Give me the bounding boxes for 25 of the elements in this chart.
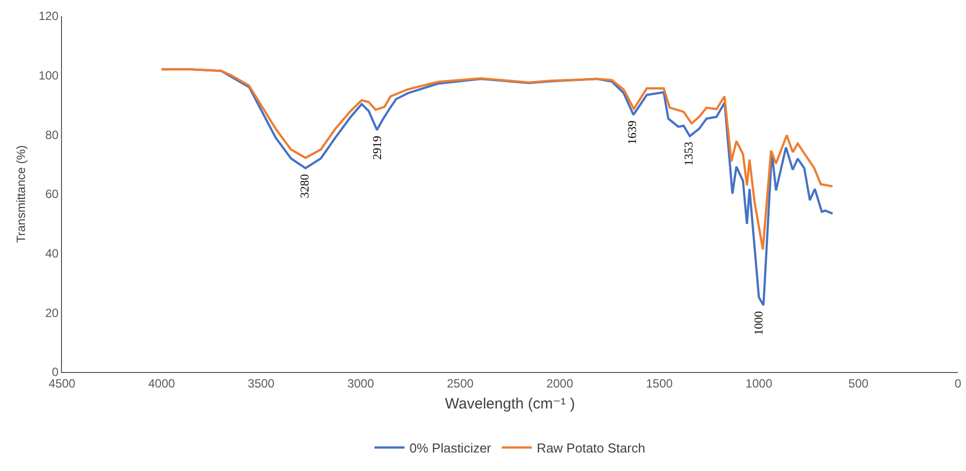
annotation: 1353 [681,142,696,166]
x-tick-label: 1500 [646,376,673,390]
annotation: 1000 [752,311,766,336]
x-tick-label: 500 [848,376,869,390]
y-tick-label: 100 [38,68,59,83]
legend-label: 0% Plasticizer [410,440,492,456]
y-tick-label: 120 [38,9,59,24]
x-tick-label: 4000 [148,376,176,390]
line-series [160,68,834,251]
annotation: 2919 [370,136,384,160]
x-axis-title: Wavelength (cm⁻¹ ) [445,395,575,412]
annotation: 1639 [624,120,639,144]
y-axis-title: Transmittance (%) [14,145,28,243]
x-tick-label: 3500 [248,376,275,390]
x-tick-label: 1000 [746,376,773,390]
y-tick-label: 60 [45,187,59,202]
x-tick-label: 0 [954,376,962,390]
y-tick-label: 40 [45,246,59,261]
x-tick-label: 2000 [546,376,574,390]
annotation: 3280 [298,174,312,198]
x-tick-label: 3000 [347,376,374,390]
y-tick-label: 20 [45,306,59,320]
y-tick-label: 80 [45,128,59,142]
legend-label: Raw Potato Starch [536,440,646,456]
x-tick-label: 2500 [446,376,474,390]
